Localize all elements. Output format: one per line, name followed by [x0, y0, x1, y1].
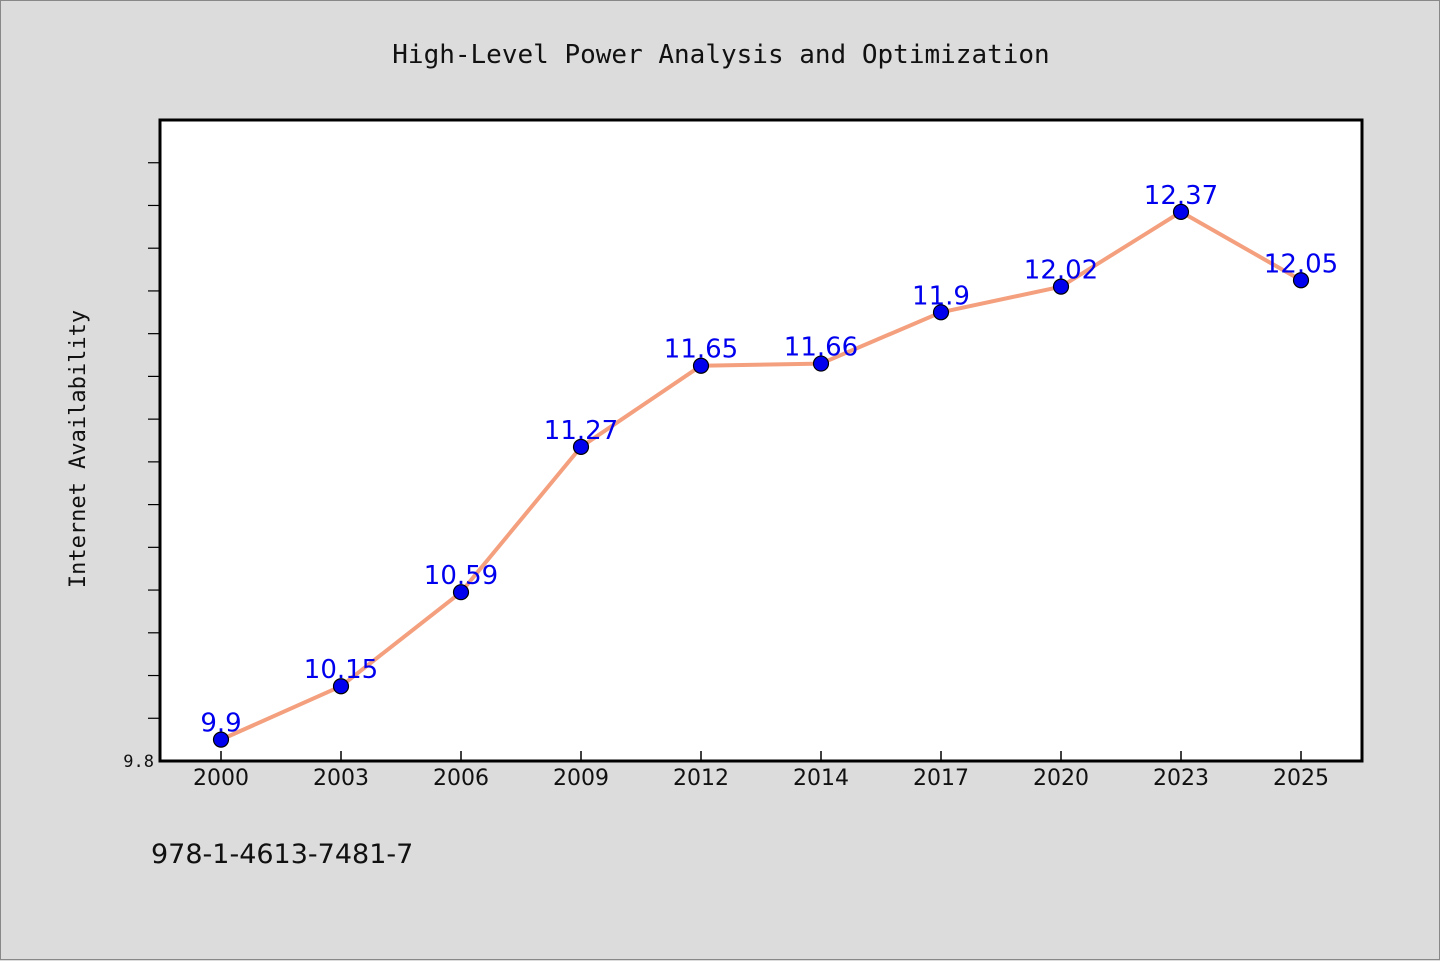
x-tick-label: 2023 [1153, 766, 1209, 791]
chart-title: High-Level Power Analysis and Optimizati… [392, 40, 1049, 70]
data-label: 10.59 [424, 561, 498, 591]
data-point [812, 355, 830, 372]
data-point [1172, 203, 1190, 220]
data-label: 11.27 [544, 416, 618, 446]
x-tick-label: 2014 [793, 766, 849, 791]
y-axis-ticks: 9.8 [123, 162, 160, 772]
data-label: 9.9 [200, 709, 241, 739]
data-point [692, 357, 710, 374]
x-tick-label: 2017 [913, 766, 969, 791]
x-tick-label: 2006 [433, 766, 489, 791]
x-axis-ticks: 2000 2003 2006 2009 2012 2014 2017 2020 2023 2025 [193, 751, 1329, 791]
data-point [1292, 272, 1310, 289]
data-point [572, 438, 590, 456]
data-markers [212, 203, 1310, 748]
x-tick-label: 2009 [553, 766, 609, 791]
data-label: 11.66 [784, 333, 858, 363]
data-point [932, 304, 950, 321]
data-label: 11.9 [912, 281, 970, 311]
y-tick-label: 9.8 [123, 752, 154, 772]
x-tick-label: 2020 [1033, 766, 1089, 791]
data-label: 10.15 [304, 655, 378, 685]
plot-area [158, 118, 1364, 763]
data-label: 12.05 [1264, 249, 1338, 279]
data-point [452, 584, 470, 601]
x-tick-label: 2012 [673, 766, 729, 791]
x-tick-label: 2003 [313, 766, 369, 791]
data-point [212, 731, 230, 748]
isbn-text: 978-1-4613-7481-7 [151, 839, 413, 870]
y-axis-label: Internet Availability [66, 310, 91, 588]
data-point [1052, 278, 1070, 295]
x-tick-label: 2025 [1273, 766, 1329, 791]
data-label: 11.65 [664, 335, 738, 365]
data-label: 12.02 [1024, 256, 1098, 286]
data-label: 12.37 [1144, 181, 1218, 211]
x-tick-label: 2000 [193, 766, 249, 791]
data-labels: 9.9 10.15 10.59 11.27 11.65 11.66 11.9 12.02 12.… [200, 181, 1338, 739]
series-line [220, 209, 1302, 742]
data-point [332, 678, 350, 695]
